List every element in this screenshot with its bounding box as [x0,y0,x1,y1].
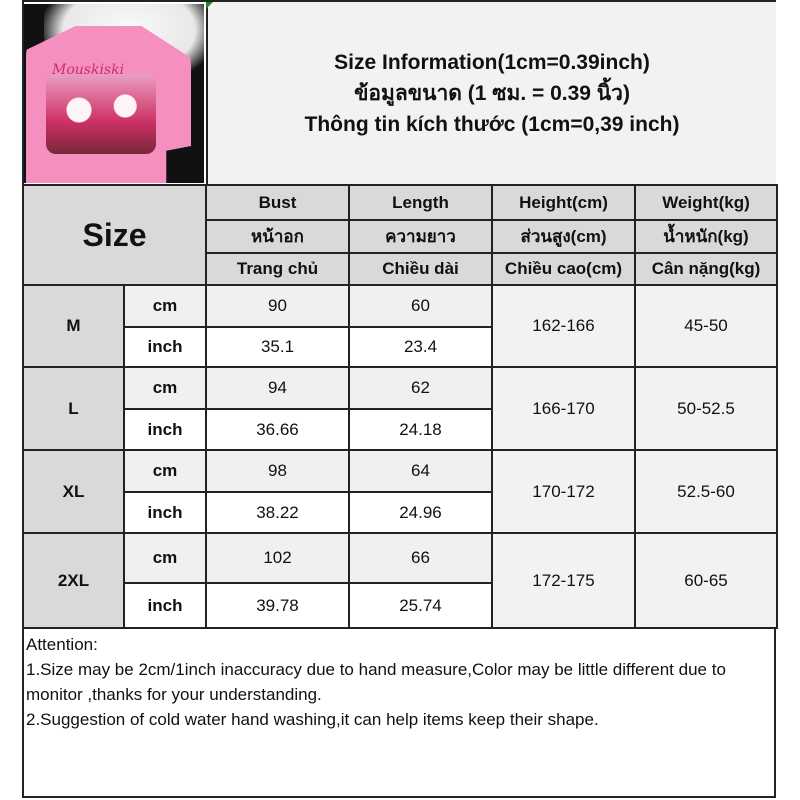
length-cm: 60 [348,284,493,328]
title-vietnamese: Thông tin kích thước (1cm=0,39 inch) [304,112,680,136]
table-row: M cm 90 60 162-166 45-50 [22,284,778,368]
title-english: Size Information(1cm=0.39inch) [334,50,650,74]
length-cm: 66 [348,532,493,584]
bust-cm: 90 [205,284,350,328]
height-range: 162-166 [491,284,636,368]
header-bust-th: หน้าอก [205,219,350,254]
length-inch: 23.4 [348,326,493,368]
tshirt-print-text: Mouskiski [52,62,125,78]
header-weight-en: Weight(kg) [634,184,778,221]
table-row: inch 36.66 24.18 [23,408,777,451]
header-length-en: Length [348,184,493,221]
bust-inch: 39.78 [205,582,350,629]
length-inch: 24.96 [348,491,493,534]
size-label: 2XL [22,532,125,629]
header-weight-vi: Cân nặng(kg) [634,252,778,286]
size-info-title: Size Information(1cm=0.39inch) ข้อมูลขนา… [206,2,776,184]
tshirt-print-graphic [46,74,156,154]
unit-inch: inch [123,408,207,451]
size-table: Size Bust Length Height(cm) Weight(kg) ห… [22,184,778,629]
unit-inch: inch [123,582,207,629]
size-label: XL [22,449,125,534]
weight-range: 52.5-60 [634,449,778,534]
bust-inch: 36.66 [205,408,350,451]
attention-heading: Attention: [26,635,98,654]
weight-range: 50-52.5 [634,366,778,451]
product-image: Mouskiski [24,4,204,183]
length-inch: 24.18 [348,408,493,451]
table-row: XL cm 98 64 170-172 52.5-60 [22,449,778,534]
bust-inch: 35.1 [205,326,350,368]
unit-inch: inch [123,326,207,368]
size-label: M [22,284,125,368]
weight-range: 60-65 [634,532,778,629]
unit-cm: cm [123,366,207,410]
cell-corner-marker [206,2,213,9]
bust-inch: 38.22 [205,491,350,534]
unit-inch: inch [123,491,207,534]
table-row: inch 35.1 23.4 [23,326,777,368]
header-height-en: Height(cm) [491,184,636,221]
size-header: Size [22,184,207,286]
header-length-vi: Chiều dài [348,252,493,286]
header-bust-en: Bust [205,184,350,221]
table-row: 2XL cm 102 66 172-175 60-65 [22,532,778,629]
bust-cm: 94 [205,366,350,410]
header-weight-th: น้ำหนัก(kg) [634,219,778,254]
length-cm: 64 [348,449,493,493]
table-row: L cm 94 62 166-170 50-52.5 [22,366,778,451]
height-range: 166-170 [491,366,636,451]
header-length-th: ความยาว [348,219,493,254]
unit-cm: cm [123,284,207,328]
attention-note-1: 1.Size may be 2cm/1inch inaccuracy due t… [26,660,726,704]
size-label: L [22,366,125,451]
header-height-vi: Chiều cao(cm) [491,252,636,286]
weight-range: 45-50 [634,284,778,368]
length-cm: 62 [348,366,493,410]
header-height-th: ส่วนสูง(cm) [491,219,636,254]
table-row: inch 39.78 25.74 [23,582,777,629]
unit-cm: cm [123,449,207,493]
unit-cm: cm [123,532,207,584]
bust-cm: 102 [205,532,350,584]
title-thai: ข้อมูลขนาด (1 ซม. = 0.39 นิ้ว) [354,81,630,105]
height-range: 172-175 [491,532,636,629]
height-range: 170-172 [491,449,636,534]
table-row: inch 38.22 24.96 [23,491,777,534]
bust-cm: 98 [205,449,350,493]
length-inch: 25.74 [348,582,493,629]
header-bust-vi: Trang chủ [205,252,350,286]
attention-notes: Attention: 1.Size may be 2cm/1inch inacc… [26,632,776,732]
attention-note-2: 2.Suggestion of cold water hand washing,… [26,710,599,729]
